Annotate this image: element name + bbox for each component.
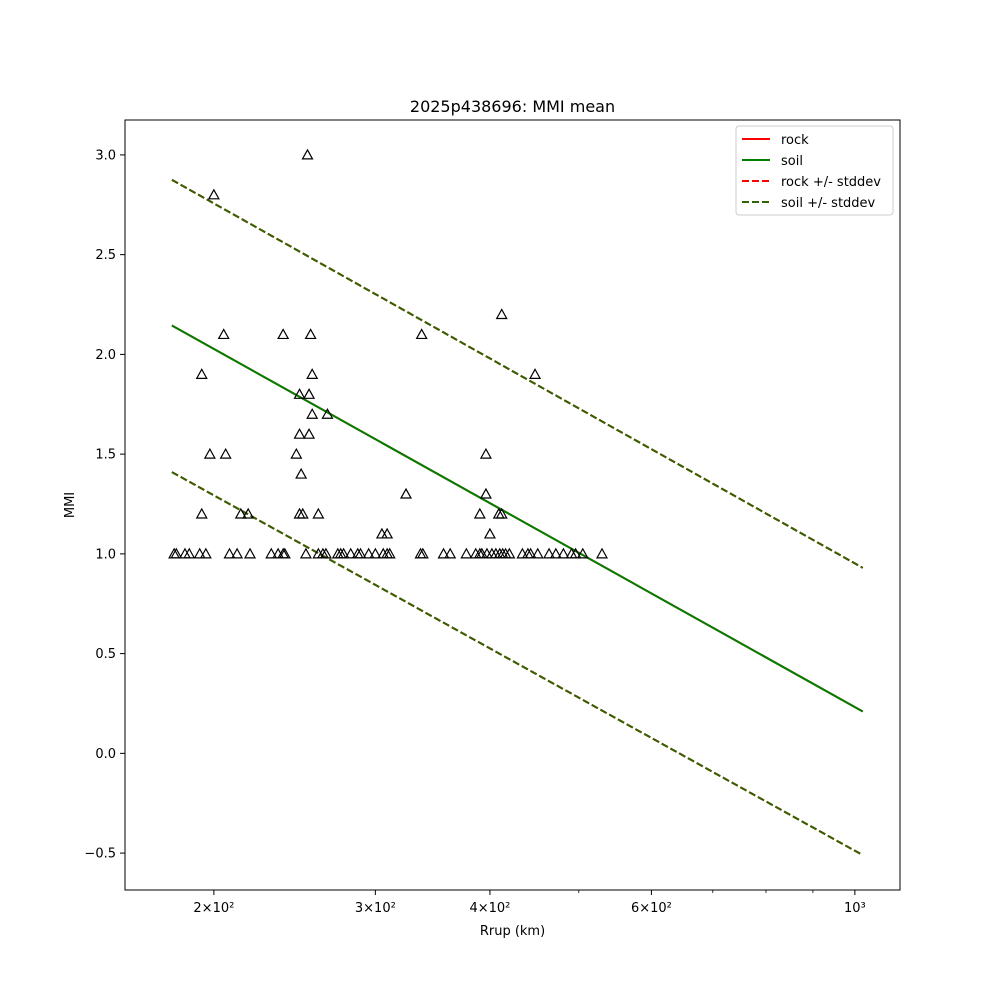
legend-label: rock +/- stddev (781, 175, 881, 190)
x-tick-label: 6×10² (631, 901, 672, 916)
legend: rock soil rock +/- stddev soil +/- stddev (735, 125, 894, 216)
series-line-soil-stddev (171, 178, 864, 569)
station-marker (524, 547, 537, 559)
station-marker (301, 148, 314, 160)
station-marker (207, 188, 220, 200)
station-marker (219, 447, 232, 459)
station-marker (265, 547, 278, 559)
station-marker (595, 547, 609, 559)
station-marker (479, 487, 492, 499)
station-marker (231, 547, 244, 559)
y-tick-label: 1.0 (95, 547, 116, 562)
station-marker (296, 507, 309, 519)
x-tick-label: 2×10² (193, 901, 234, 916)
x-axis-label: Rrup (km) (480, 924, 545, 939)
x-tick-label: 10³ (844, 901, 866, 916)
station-marker (293, 388, 306, 399)
y-tick-label: 1.5 (95, 448, 116, 463)
station-marker (354, 547, 367, 559)
station-marker (529, 368, 542, 379)
station-marker (362, 547, 375, 559)
station-marker (290, 447, 303, 459)
station-marker (569, 547, 582, 559)
station-marker (278, 547, 291, 559)
station-marker (495, 507, 508, 519)
plot-area (168, 148, 864, 856)
y-tick-label: 3.0 (95, 148, 116, 163)
station-marker (195, 368, 208, 379)
station-marker (303, 427, 316, 439)
station-marker (503, 547, 516, 559)
station-marker (557, 547, 570, 559)
station-marker (217, 328, 230, 340)
station-marker (304, 328, 317, 340)
series-line-soil-stddev-lower (171, 471, 864, 856)
legend-label: rock (781, 133, 809, 148)
station-marker (383, 547, 396, 559)
station-marker (306, 368, 319, 379)
legend-box (735, 125, 894, 216)
station-marker (183, 547, 196, 559)
station-marker (203, 447, 216, 459)
station-marker (460, 547, 473, 559)
station-marker (337, 547, 350, 559)
station-marker (299, 547, 312, 559)
y-tick-label: −0.5 (84, 847, 116, 862)
legend-label: soil +/- stddev (781, 196, 876, 211)
station-marker (293, 427, 306, 439)
station-marker (303, 388, 316, 399)
station-marker (437, 547, 450, 559)
station-marker (242, 507, 255, 519)
chart-title: 2025p438696: MMI mean (410, 97, 615, 116)
x-tick-label: 4×10² (469, 901, 510, 916)
station-marker (381, 527, 394, 539)
station-marker (193, 547, 206, 559)
station-marker (199, 547, 212, 559)
station-marker (531, 547, 544, 559)
axes: 2×10² 3×10² 4×10² 6×10² 10³ −0.5 0.0 0.5 1.0 1.5 2… (84, 148, 865, 916)
series-line-soil (171, 324, 864, 713)
station-marker (479, 447, 492, 459)
station-marker (234, 507, 247, 519)
x-tick-label: 3×10² (355, 901, 396, 916)
y-tick-label: 0.5 (95, 647, 116, 662)
station-marker (415, 328, 428, 340)
station-marker (306, 408, 319, 419)
y-tick-label: 2.0 (95, 348, 116, 363)
station-marker (195, 507, 208, 519)
station-marker (416, 547, 429, 559)
y-axis-label: MMI (63, 492, 78, 518)
station-marker (483, 527, 496, 539)
station-marker (277, 328, 290, 340)
station-marker (223, 547, 236, 559)
station-marker (319, 547, 332, 559)
station-marker (549, 547, 562, 559)
y-tick-label: 0.0 (95, 747, 116, 762)
station-marker (344, 547, 357, 559)
station-marker (170, 547, 183, 559)
station-marker (312, 507, 325, 519)
station-marker (495, 308, 508, 320)
station-marker (543, 547, 556, 559)
station-marker (399, 487, 413, 499)
station-marker (321, 408, 334, 419)
station-marker (444, 547, 457, 559)
station-marker (473, 507, 486, 519)
station-marker (369, 547, 382, 559)
legend-label: soil (781, 154, 803, 169)
station-marker (295, 467, 308, 479)
y-tick-label: 2.5 (95, 248, 116, 263)
station-marker (576, 547, 589, 559)
axes-frame (124, 119, 901, 891)
station-marker (243, 547, 257, 559)
